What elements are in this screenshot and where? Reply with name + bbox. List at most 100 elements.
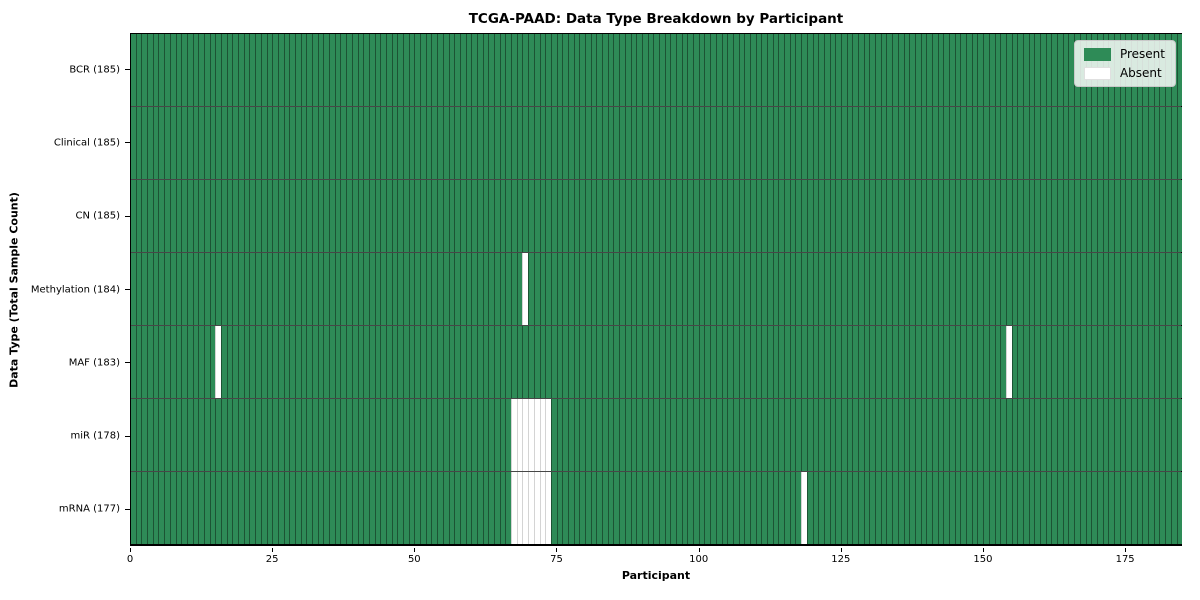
matrix-cell [351,34,358,106]
matrix-cell [260,180,267,252]
matrix-cell [590,180,597,252]
matrix-cell [784,180,790,252]
matrix-cell [300,34,307,106]
matrix-cell [488,107,494,179]
matrix-cell [1136,326,1143,398]
matrix-cell [983,326,989,398]
matrix-cell [778,472,785,544]
matrix-cell [334,472,341,544]
matrix-cell [926,253,932,325]
matrix-cell [516,107,523,179]
matrix-cell [767,326,773,398]
matrix-cell [886,34,893,106]
matrix-cell [471,326,477,398]
matrix-cell [516,180,523,252]
matrix-cell [880,34,887,106]
matrix-cell [203,107,210,179]
matrix-cell [221,34,227,106]
matrix-cell [914,399,921,471]
matrix-cell [158,253,165,325]
matrix-cell [385,326,392,398]
matrix-cell [1074,399,1080,471]
matrix-cell [351,107,358,179]
matrix-cell [1176,472,1183,544]
matrix-cell [920,107,927,179]
matrix-cell [789,180,796,252]
matrix-cell [192,399,199,471]
matrix-cell [687,399,694,471]
matrix-cell [346,180,352,252]
matrix-cell [658,326,665,398]
matrix-cell [1000,399,1006,471]
matrix-cell [687,180,694,252]
matrix-cell [545,326,551,398]
matrix-cell [829,107,836,179]
matrix-cell [931,472,938,544]
matrix-cell [949,399,955,471]
matrix-cell [647,34,654,106]
y-tick-label: Methylation (184) [30,284,120,295]
matrix-cell [539,34,546,106]
matrix-cell [840,326,847,398]
matrix-cell [1096,253,1103,325]
matrix-cell [727,34,733,106]
matrix-cell [744,107,750,179]
matrix-cell [391,34,398,106]
matrix-cell [425,326,432,398]
matrix-cell [846,34,853,106]
y-tick-label: miR (178) [70,430,120,442]
matrix-cell [983,107,989,179]
matrix-cell [317,253,324,325]
matrix-cell [823,107,830,179]
matrix-cell [966,399,972,471]
matrix-cell [1057,107,1063,179]
row-CN [131,180,1183,253]
matrix-cell [425,107,432,179]
matrix-cell [260,326,267,398]
matrix-cell [141,399,148,471]
matrix-cell [818,34,824,106]
matrix-cell [175,399,182,471]
matrix-cell [1176,399,1183,471]
matrix-cell [579,326,585,398]
matrix-cell [306,107,312,179]
matrix-cell [1119,326,1126,398]
matrix-cell [232,253,239,325]
matrix-cell [289,326,295,398]
matrix-cell [175,107,182,179]
matrix-cell [954,253,961,325]
matrix-cell [676,399,682,471]
matrix-cell [1142,180,1149,252]
matrix-cell [937,34,944,106]
matrix-cell [749,34,756,106]
matrix-cell [636,253,642,325]
matrix-cell [431,180,438,252]
matrix-cell [971,34,978,106]
matrix-cell [778,107,785,179]
matrix-cell [329,253,335,325]
matrix-cell [482,472,489,544]
matrix-cell [249,253,256,325]
matrix-cell [221,472,227,544]
y-axis: BCR (185) Clinical (185) CN (185) Methylati… [0,33,130,546]
matrix-cell [1022,253,1029,325]
matrix-cell [357,326,364,398]
matrix-cell [131,472,136,544]
matrix-cell [926,399,932,471]
y-tick-mark [125,69,130,71]
plot-area [130,33,1183,546]
matrix-cell [1153,253,1160,325]
matrix-cell [340,180,347,252]
matrix-cell [414,107,421,179]
matrix-cell [385,399,392,471]
matrix-cell [152,180,159,252]
matrix-cell [408,399,415,471]
matrix-cell [300,472,307,544]
matrix-cell [931,34,938,106]
matrix-cell [641,34,648,106]
matrix-cell [926,326,932,398]
matrix-cell [971,326,978,398]
matrix-cell [522,253,529,325]
matrix-cell [1005,34,1012,106]
matrix-cell [920,253,927,325]
